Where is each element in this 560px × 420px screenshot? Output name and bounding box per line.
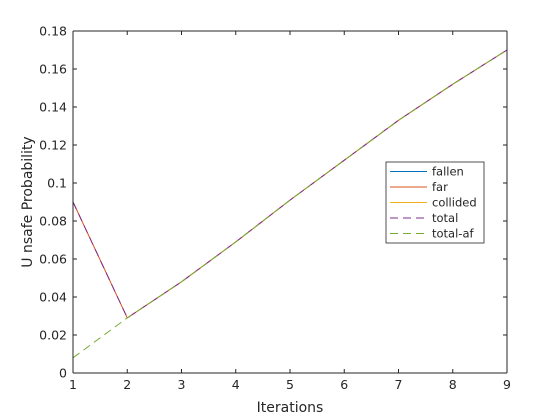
y-tick-label: 0.1 — [47, 176, 67, 191]
y-tick-label: 0.04 — [39, 290, 67, 305]
x-tick-label: 9 — [503, 377, 511, 392]
y-tick-label: 0.16 — [39, 62, 67, 77]
y-tick-label: 0.02 — [39, 328, 67, 343]
y-tick-label: 0.12 — [39, 138, 67, 153]
y-tick-label: 0.08 — [39, 214, 67, 229]
series-line-total-af — [72, 49, 508, 359]
x-axis-label: Iterations — [257, 400, 324, 416]
x-tick-label: 1 — [69, 377, 77, 392]
x-tick-label: 3 — [178, 377, 186, 392]
x-tick-label: 7 — [395, 377, 403, 392]
legend-label-total: total — [432, 211, 458, 225]
x-tick-label: 5 — [286, 377, 294, 392]
y-tick-label: 0 — [59, 366, 67, 381]
y-tick-label: 0.14 — [39, 100, 67, 115]
y-axis-label: U nsafe Probability — [20, 136, 36, 267]
legend-label-total-af: total-af — [432, 227, 474, 241]
x-tick-label: 8 — [449, 377, 457, 392]
x-tick-label: 4 — [232, 377, 240, 392]
legend-label-fallen: fallen — [432, 165, 464, 179]
y-tick-label: 0.18 — [39, 24, 67, 39]
legend-label-collided: collided — [432, 196, 477, 210]
legend-label-far: far — [432, 180, 448, 194]
ticks-layer: 1 2 3 4 5 6 7 8 9 0 0.02 0.04 0.06 0.08 0.1 0.12 0.14 0.1… — [39, 24, 511, 393]
y-tick-label: 0.06 — [39, 252, 67, 267]
x-tick-label: 6 — [340, 377, 348, 392]
x-tick-label: 2 — [123, 377, 131, 392]
